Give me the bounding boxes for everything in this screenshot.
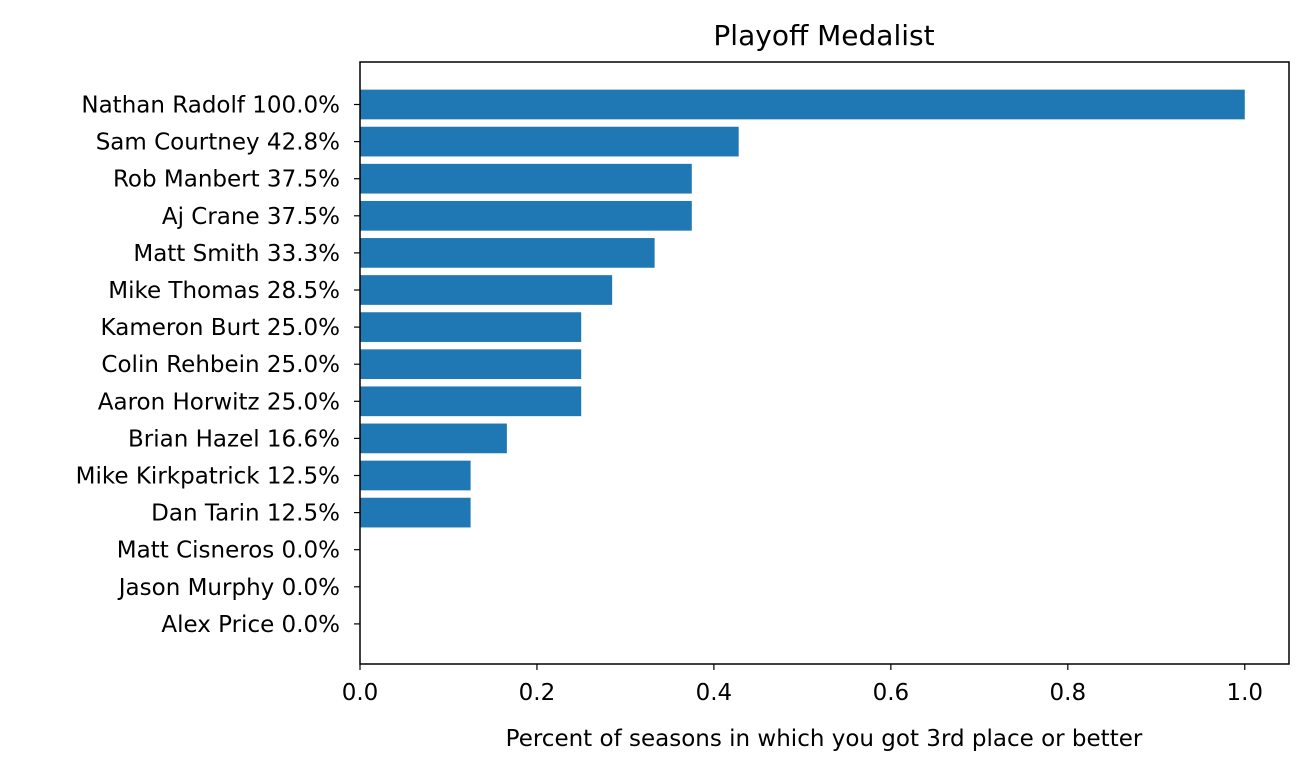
plot-frame — [359, 61, 1290, 665]
y-tick-label: Kameron Burt 25.0% — [101, 315, 340, 341]
y-tick-label: Sam Courtney 42.8% — [96, 130, 340, 156]
bar — [360, 423, 507, 454]
bar — [360, 386, 582, 417]
x-axis-label: Percent of seasons in which you got 3rd … — [506, 726, 1143, 752]
y-tick-label: Rob Manbert 37.5% — [113, 167, 340, 193]
x-tick-label: 0.8 — [1050, 680, 1087, 706]
bar — [360, 497, 471, 528]
y-axis-ticks: Nathan Radolf 100.0% Sam Courtney 42.8% Ro… — [76, 93, 360, 638]
x-axis-ticks: 0.0 0.2 0.4 0.6 0.8 1.0 — [342, 664, 1263, 706]
chart-title: Playoff Medalist — [713, 19, 934, 52]
y-tick-label: Jason Murphy 0.0% — [117, 575, 340, 601]
x-tick-label: 0.2 — [519, 680, 556, 706]
y-tick-label: Aj Crane 37.5% — [162, 204, 340, 230]
bar — [360, 312, 582, 342]
bar — [360, 275, 613, 305]
y-tick-label: Mike Thomas 28.5% — [108, 278, 340, 304]
y-tick-label: Dan Tarin 12.5% — [151, 501, 340, 527]
y-tick-label: Colin Rehbein 25.0% — [101, 352, 340, 378]
bar — [360, 238, 655, 268]
bar — [360, 349, 582, 380]
bar — [360, 126, 739, 157]
bar — [360, 163, 692, 194]
x-tick-label: 1.0 — [1226, 680, 1263, 706]
bar — [360, 200, 692, 231]
bar — [360, 460, 471, 491]
bars-group — [360, 89, 1245, 528]
bar — [360, 89, 1245, 120]
y-tick-label: Matt Cisneros 0.0% — [117, 538, 340, 564]
x-tick-label: 0.4 — [696, 680, 733, 706]
x-tick-label: 0.6 — [873, 680, 910, 706]
y-tick-label: Alex Price 0.0% — [161, 612, 340, 638]
y-tick-label: Aaron Horwitz 25.0% — [98, 389, 340, 415]
y-tick-label: Mike Kirkpatrick 12.5% — [76, 464, 340, 490]
x-tick-label: 0.0 — [342, 680, 379, 706]
y-tick-label: Matt Smith 33.3% — [133, 241, 340, 267]
y-tick-label: Brian Hazel 16.6% — [128, 426, 340, 452]
y-tick-label: Nathan Radolf 100.0% — [81, 93, 340, 119]
